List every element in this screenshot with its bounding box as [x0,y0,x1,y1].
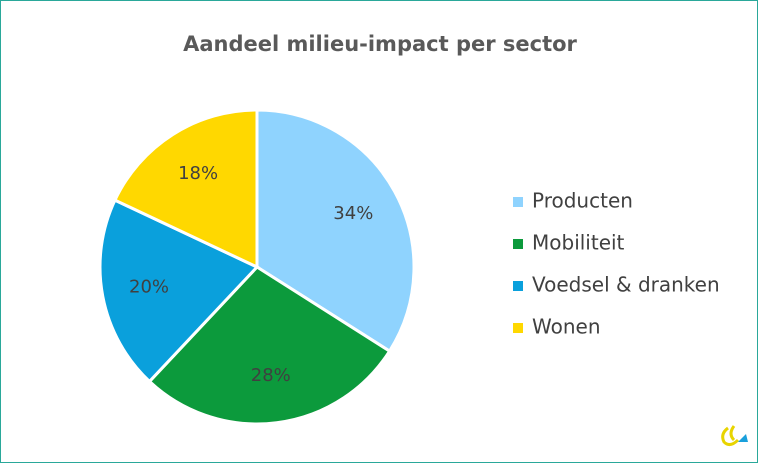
legend-label: Producten [532,189,633,213]
legend-swatch [513,239,523,249]
legend-swatch [513,197,523,207]
data-label: 28% [251,365,291,386]
data-label: 20% [129,277,169,298]
legend-label: Mobiliteit [532,231,625,255]
chart-title: Aandeel milieu-impact per sector [183,32,577,56]
legend-swatch [513,323,523,333]
legend-label: Voedsel & dranken [532,273,720,297]
legend-label: Wonen [532,315,601,339]
legend-swatch [513,281,523,291]
pie-slice [98,198,260,384]
data-label: 34% [333,203,373,224]
pie-slice [147,265,392,426]
logo [721,425,748,447]
pie-slice [112,108,259,270]
data-label: 18% [178,163,218,184]
